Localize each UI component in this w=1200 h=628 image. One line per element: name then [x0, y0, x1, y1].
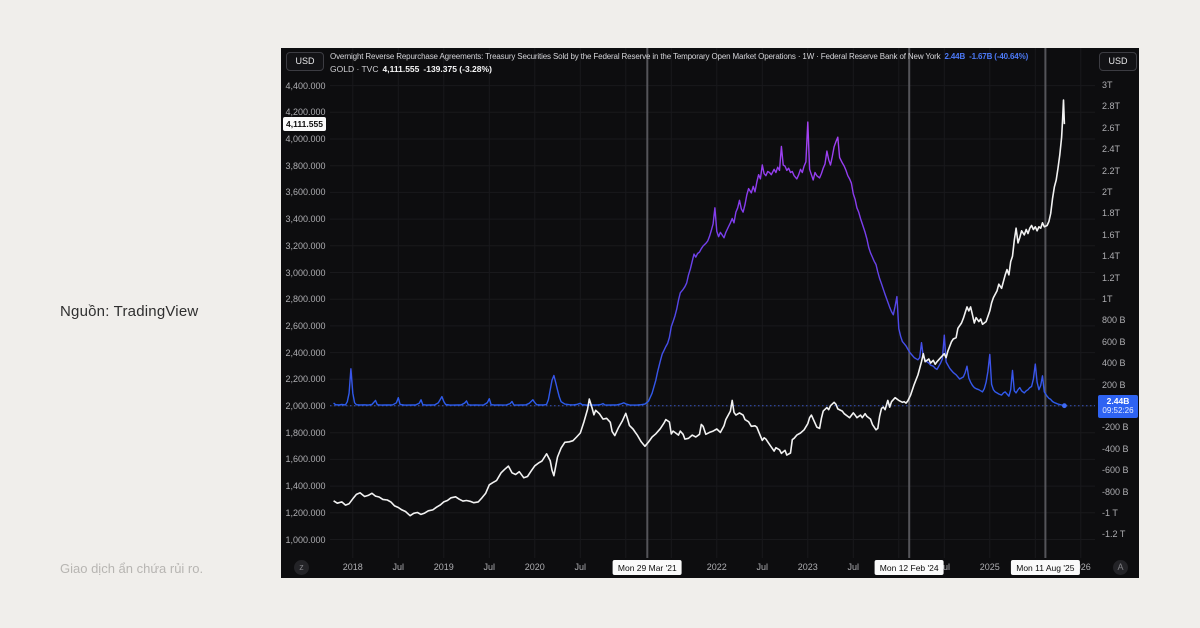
right-axis-tick: 2.8T [1102, 101, 1121, 112]
right-axis-tick: 2.6T [1102, 122, 1121, 133]
rrp-series-value: 2.44B [944, 52, 966, 61]
chart-plot-area[interactable] [281, 48, 1139, 578]
right-axis-tick: -800 B [1102, 486, 1129, 497]
left-axis-tick: 3,000.000 [285, 267, 326, 278]
right-axis-tick: 1.6T [1102, 229, 1121, 240]
left-axis-tick: 4,000.000 [285, 134, 326, 144]
source-label: Nguồn: TradingView [60, 303, 199, 320]
gold-series-value: 4,111.555 [382, 64, 420, 74]
right-axis-tick: 600 B [1102, 336, 1126, 347]
time-axis-tick: 2025 [979, 562, 1000, 572]
rrp-last-value-badge: 2.44B 09:52:26 [1098, 394, 1138, 418]
right-axis-tick: 1T [1102, 294, 1113, 304]
time-axis-tick: Jul [392, 562, 405, 572]
time-axis-tick: Jul [574, 562, 587, 572]
time-axis-tick: Jul [483, 562, 496, 572]
right-axis-tick: 800 B [1102, 315, 1126, 326]
time-axis-tick: 2022 [706, 562, 727, 572]
watermark-z-icon[interactable]: z [294, 560, 309, 575]
time-axis-tick: 2020 [524, 562, 545, 572]
left-axis-tick: 3,800.000 [285, 160, 326, 171]
rrp-series-change: -1.67B (-40.64%) [969, 52, 1029, 61]
right-axis-tick: 2.2T [1102, 165, 1121, 176]
right-axis-tick: 1.4T [1102, 251, 1121, 262]
left-axis-unit-button[interactable]: USD [286, 52, 324, 71]
time-axis-tick: 2019 [433, 562, 454, 572]
left-axis-tick: 1,000.000 [285, 534, 326, 545]
left-axis-tick: 4,200.000 [285, 107, 326, 118]
rrp-countdown-timer: 09:52:26 [1102, 406, 1134, 416]
tradingview-chart-panel: USD 4,111.555 4,400.000 4,200.000 4,000.00… [281, 48, 1139, 578]
left-axis-tick: 2,200.000 [285, 374, 326, 385]
date-marker-badge: Mon 12 Feb '24 [874, 560, 944, 575]
time-axis-tick: 2023 [797, 562, 818, 572]
rrp-last-value: 2.44B [1106, 396, 1130, 407]
left-axis-tick: 3,200.000 [285, 240, 326, 251]
rrp-line-series [333, 121, 1065, 407]
left-axis-tick: 2,400.000 [285, 347, 326, 358]
left-axis-tick: 1,200.000 [285, 507, 326, 518]
date-marker-badge: Mon 11 Aug '25 [1011, 560, 1080, 575]
left-axis-tick: 2,600.000 [285, 320, 326, 331]
right-axis-tick: 2.4T [1102, 144, 1121, 155]
right-axis-tick: -600 B [1102, 465, 1129, 476]
time-axis-tick: Jul [756, 562, 769, 572]
right-axis-unit-button[interactable]: USD [1099, 52, 1137, 71]
right-price-axis[interactable]: USD 2.44B 09:52:26 3T 2.8T 2.6T 2.4T 2.2T 2T 1… [1096, 48, 1139, 558]
left-axis-tick: 4,400.000 [285, 80, 326, 91]
time-axis-tick: Jul [847, 562, 860, 572]
left-axis-tick: 1,800.000 [285, 427, 326, 438]
right-axis-tick: 3T [1102, 80, 1113, 90]
left-axis-tick: 1,600.000 [285, 454, 326, 465]
legend-row-gold[interactable]: GOLD · TVC 4,111.555 -139.375 (-3.28%) [330, 63, 1028, 76]
left-axis-tick: 2,000.000 [285, 401, 326, 411]
gold-line-series [333, 99, 1066, 517]
gold-last-price-badge: 4,111.555 [283, 117, 326, 132]
right-axis-tick: -400 B [1102, 443, 1129, 454]
time-axis-tick: 2018 [342, 562, 363, 572]
time-axis-tick: 2026 [1070, 562, 1091, 572]
left-price-axis[interactable]: USD 4,111.555 4,400.000 4,200.000 4,000.00… [281, 48, 330, 558]
rrp-series-title: Overnight Reverse Repurchase Agreements:… [330, 52, 941, 61]
right-axis-tick: 1.8T [1102, 208, 1121, 219]
right-axis-tick: -1.2 T [1102, 529, 1126, 540]
date-marker-badge: Mon 29 Mar '21 [612, 560, 682, 575]
time-axis[interactable]: z A 2018Jul2019Jul2020Jul2021Jul2022Jul2… [281, 558, 1139, 578]
chart-legend: Overnight Reverse Repurchase Agreements:… [330, 50, 1028, 76]
gold-series-title: GOLD · TVC [330, 64, 379, 74]
left-axis-tick: 3,600.000 [285, 187, 326, 198]
rrp-last-point-dot [1062, 403, 1067, 409]
watermark-a-icon[interactable]: A [1113, 560, 1128, 575]
right-axis-tick: -1 T [1102, 508, 1118, 518]
right-axis-tick: 1.2T [1102, 272, 1121, 283]
right-axis-tick: -200 B [1102, 422, 1129, 433]
time-axis-tick: Jul [938, 562, 951, 572]
right-axis-tick: 200 B [1102, 379, 1126, 390]
right-axis-tick: 2T [1102, 187, 1113, 197]
legend-row-rrp[interactable]: Overnight Reverse Repurchase Agreements:… [330, 50, 1028, 63]
left-axis-tick: 2,800.000 [285, 294, 326, 305]
gold-series-change: -139.375 (-3.28%) [423, 64, 492, 74]
left-axis-tick: 3,400.000 [285, 214, 326, 225]
left-axis-tick: 1,400.000 [285, 481, 326, 492]
risk-disclaimer: Giao dịch ẩn chứa rủi ro. [60, 561, 204, 576]
right-axis-tick: 400 B [1102, 358, 1126, 369]
